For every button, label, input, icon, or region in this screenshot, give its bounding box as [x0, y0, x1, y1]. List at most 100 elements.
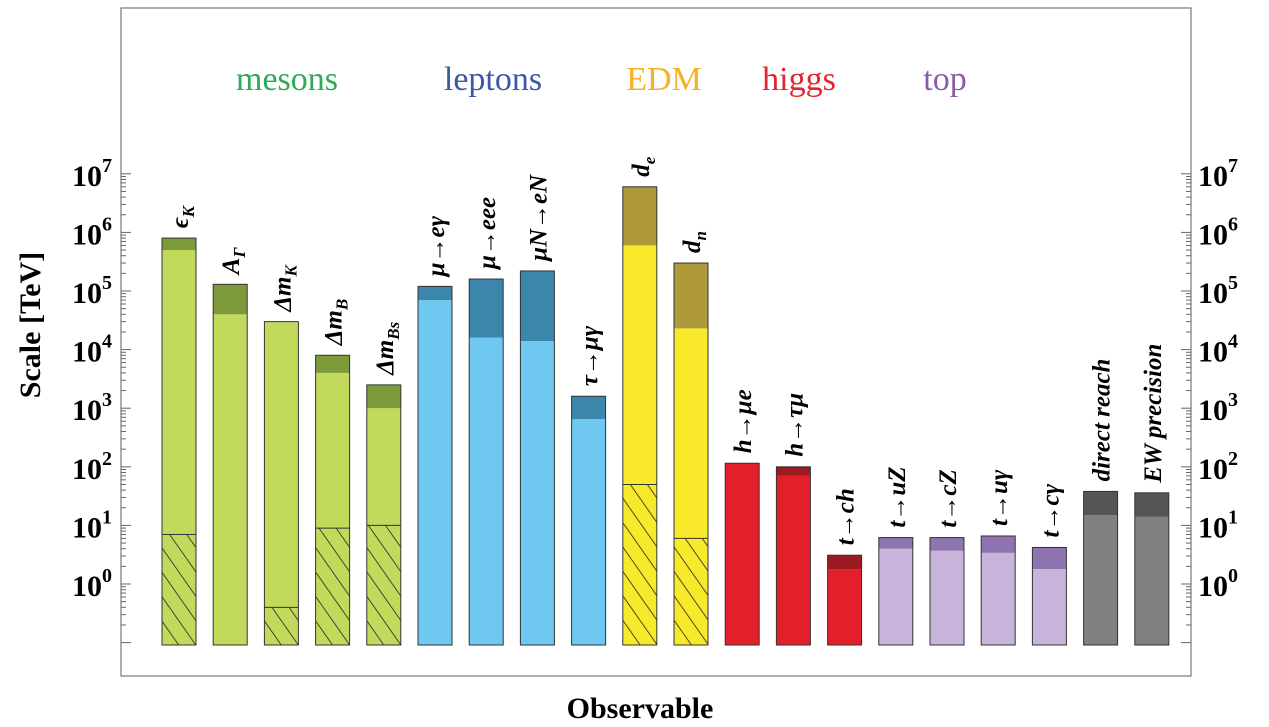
bar-9: [622, 186, 658, 646]
bar-hatch: [264, 607, 299, 645]
bar-label: t→uZ: [884, 466, 911, 527]
bar-label: direct reach: [1089, 359, 1116, 482]
tick-label: 107: [72, 155, 112, 193]
bar-segment-high: [213, 284, 248, 315]
bar-16: [980, 535, 1016, 646]
bar-outline: [878, 537, 914, 646]
tick-label: 105: [1198, 272, 1238, 310]
bar-1: [212, 283, 248, 646]
bar-outline: [1134, 492, 1170, 646]
bar-outline: [519, 270, 555, 646]
bar-outline: [315, 354, 351, 646]
bar-segment-high: [1032, 547, 1067, 570]
bar-segment-high: [776, 466, 811, 476]
bar-segment-low: [878, 548, 913, 645]
group-label-EDM: EDM: [626, 61, 702, 98]
bar-outline: [775, 466, 811, 646]
tick-label: 106: [72, 213, 112, 251]
bar-outline: [468, 278, 504, 646]
tick-label: 102: [1198, 448, 1238, 486]
bar-outline: [366, 384, 402, 646]
tick-label: 101: [1198, 506, 1238, 544]
right-tick-labels: 100 101 102 103 104 105 106 107: [1198, 155, 1238, 603]
bar-label: EW precision: [1140, 344, 1167, 484]
bar-outline: [622, 186, 658, 646]
tick-label: 107: [1198, 155, 1238, 193]
bar-labels: ϵK AΓ ΔmK ΔmB ΔmBs μ→eγ μ→eee μN→eN τ→μγ de dn h→μe…: [167, 156, 1167, 545]
bar-7: [519, 270, 555, 646]
bar-outline: [1083, 490, 1119, 646]
bar-segment-low: [264, 321, 299, 645]
bar-12: [775, 466, 811, 646]
bar-label: t→cZ: [935, 469, 962, 527]
bar-segment-high: [366, 384, 401, 409]
bar-segment-high: [1134, 492, 1169, 517]
bar-10: [673, 262, 709, 646]
bar-2: [263, 321, 299, 646]
bar-segment-high: [981, 535, 1016, 553]
bar-outline: [417, 285, 453, 646]
bar-segment-high: [571, 396, 606, 420]
bar-outline: [673, 262, 709, 646]
bar-outline: [161, 237, 197, 646]
bar-0: [161, 237, 197, 646]
bar-17: [1031, 546, 1067, 646]
bar-segment-low: [981, 552, 1016, 645]
bar-outline: [724, 462, 760, 646]
bar-segment-low: [776, 475, 811, 645]
bar-label: AΓ: [218, 247, 249, 277]
bar-outline: [980, 535, 1016, 646]
bar-label: t→ch: [833, 488, 860, 545]
bar-13: [827, 554, 863, 646]
bar-label: μ→eγ: [423, 215, 450, 278]
bar-label: t→cγ: [1037, 483, 1064, 537]
bar-3: [315, 354, 351, 646]
bar-label: dn: [679, 231, 710, 253]
bar-label: ΔmB: [321, 299, 352, 346]
tick-label: 103: [72, 389, 112, 427]
bar-segment-high: [622, 186, 657, 246]
bar-segment-low: [418, 300, 452, 645]
tick-label: 104: [72, 331, 112, 369]
bar-segment-high: [520, 270, 555, 342]
bar-label: ΔmK: [269, 264, 300, 313]
right-axis-ticks: [1181, 173, 1191, 644]
bar-label: μ→eee: [474, 197, 501, 271]
bar-segment-high: [930, 537, 964, 551]
bar-hatch: [366, 525, 401, 645]
bar-outline: [827, 554, 863, 646]
bar-hatch: [622, 484, 657, 645]
tick-label: 105: [72, 272, 112, 310]
bar-8: [571, 395, 607, 646]
bar-segment-low: [725, 463, 760, 645]
bar-segment-high: [674, 263, 708, 329]
bars: [161, 186, 1170, 646]
bar-segment-high: [827, 555, 862, 570]
bar-segment-high: [878, 537, 913, 549]
bar-segment-high: [1083, 491, 1118, 516]
bar-label: ϵK: [167, 204, 198, 228]
bar-outline: [929, 537, 965, 646]
bar-label: h→τμ: [781, 393, 808, 457]
bar-segment-high: [469, 279, 504, 338]
bar-label: h→μe: [730, 389, 757, 453]
bar-outline: [263, 321, 299, 646]
bar-segment-high: [162, 238, 196, 251]
tick-label: 100: [1198, 565, 1238, 603]
bar-label: de: [628, 156, 659, 177]
bar-segment-low: [1134, 516, 1169, 645]
left-axis-ticks: [121, 173, 131, 644]
group-label-leptons: leptons: [444, 61, 542, 98]
bar-segment-low: [827, 569, 862, 645]
tick-label: 104: [1198, 331, 1238, 369]
x-axis-title: Observable: [567, 692, 714, 725]
bar-segment-high: [418, 286, 452, 301]
bar-outline: [1031, 546, 1067, 646]
bar-5: [417, 285, 453, 646]
bar-6: [468, 278, 504, 646]
bar-15: [929, 537, 965, 646]
bar-hatch: [315, 528, 350, 645]
bar-label: ΔmBs: [372, 321, 403, 375]
plot-frame: [120, 7, 1192, 677]
